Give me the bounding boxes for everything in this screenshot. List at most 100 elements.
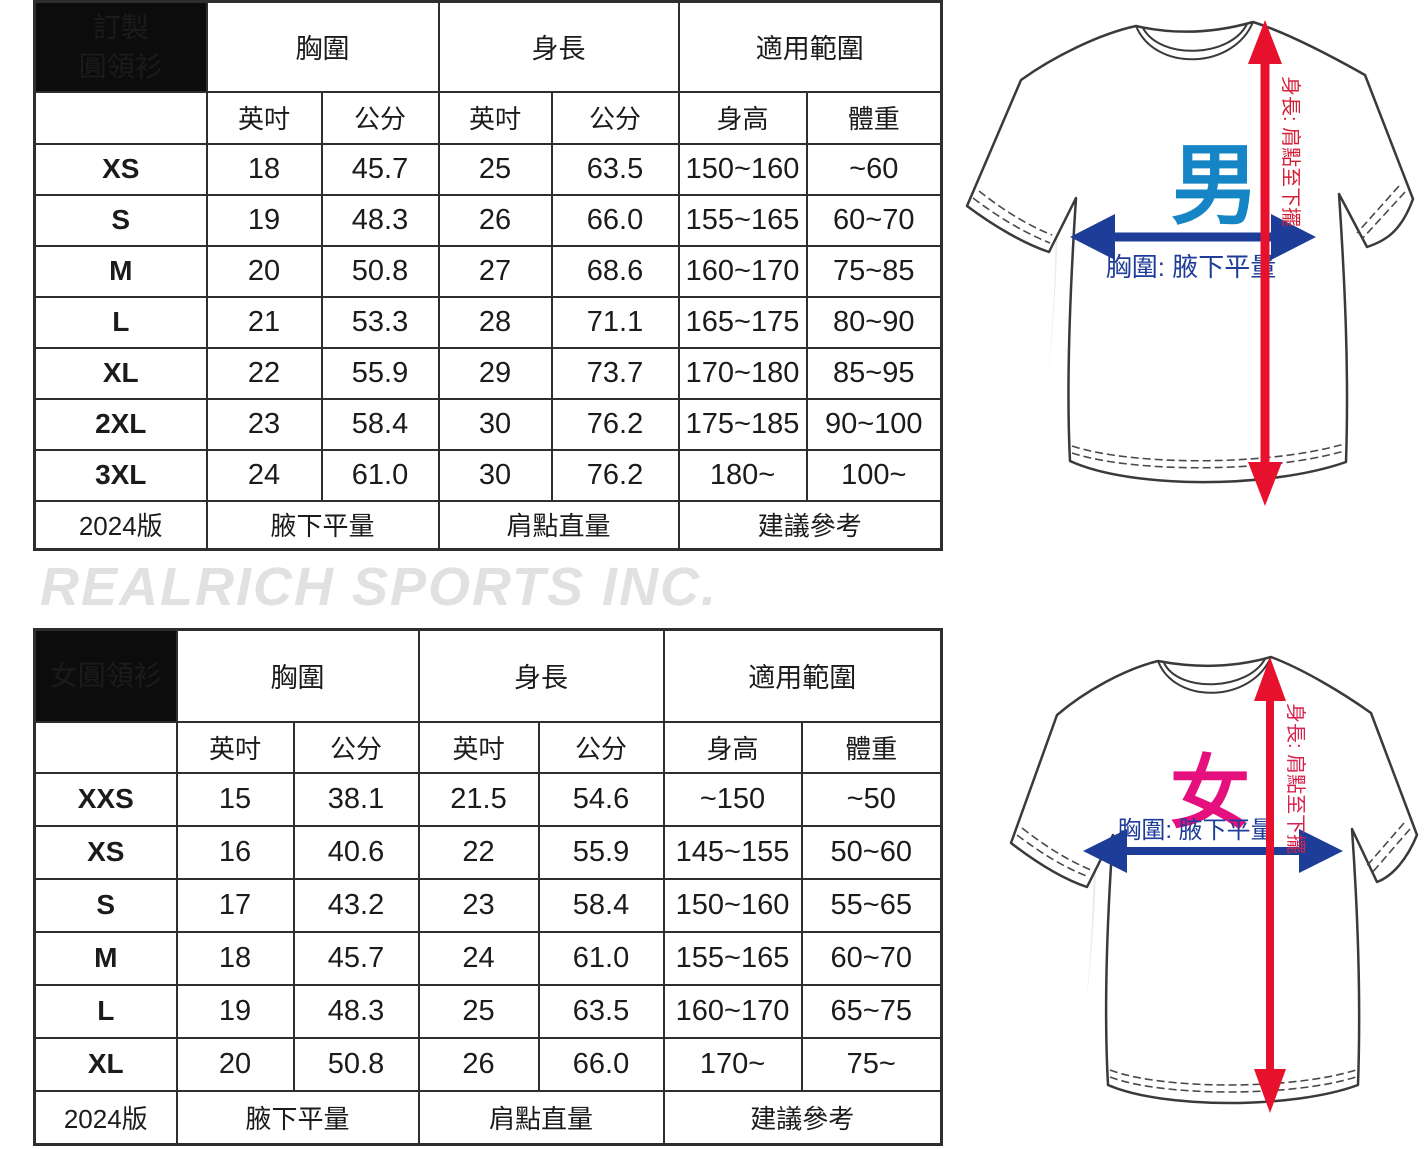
height-header: 身高 xyxy=(662,720,803,774)
size-value-cell: 58.4 xyxy=(537,877,665,933)
size-value-cell: 28 xyxy=(437,295,553,349)
size-value-cell: 155~165 xyxy=(662,930,803,986)
table-row: XL 20 50.8 26 66.0 170~ 75~ xyxy=(33,1036,943,1092)
size-value-cell: 60~70 xyxy=(800,930,943,986)
table-row: L 19 48.3 25 63.5 160~170 65~75 xyxy=(33,983,943,1039)
table-title: 訂製 圓領衫 xyxy=(33,0,208,93)
mens-size-table-wrap: 訂製 圓領衫 胸圍 身長 適用範圍 英吋 公分 英吋 公分 身高 體重 xyxy=(33,0,943,551)
womens-size-table-wrap: 女圓領衫 胸圍 身長 適用範圍 英吋 公分 英吋 公分 身高 體重 XXS 15 3… xyxy=(33,628,943,1146)
unit-header-cm: 公分 xyxy=(537,720,665,774)
table-title-line: 訂製 xyxy=(92,11,149,43)
size-value-cell: 170~180 xyxy=(677,346,808,400)
length-method-cell: 肩點直量 xyxy=(417,1089,665,1146)
size-label-cell: S xyxy=(33,877,178,933)
size-value-cell: 48.3 xyxy=(292,983,420,1039)
table-title-line: 圓領衫 xyxy=(78,50,163,82)
size-value-cell: 21 xyxy=(205,295,323,349)
size-value-cell: 25 xyxy=(417,983,540,1039)
length-measure-label: 身長: 肩點至下擺 xyxy=(1279,76,1302,227)
size-value-cell: 25 xyxy=(437,142,553,196)
chest-group-header: 胸圍 xyxy=(175,628,420,723)
size-label-cell: S xyxy=(33,193,208,247)
size-value-cell: 66.0 xyxy=(537,1036,665,1092)
size-value-cell: 155~165 xyxy=(677,193,808,247)
size-value-cell: 30 xyxy=(437,448,553,502)
size-label-cell: L xyxy=(33,983,178,1039)
size-label-cell: XXS xyxy=(33,771,178,827)
size-value-cell: ~50 xyxy=(800,771,943,827)
size-value-cell: 175~185 xyxy=(677,397,808,451)
size-value-cell: 54.6 xyxy=(537,771,665,827)
blank-cell xyxy=(33,720,178,774)
size-value-cell: 80~90 xyxy=(805,295,943,349)
size-label-cell: 2XL xyxy=(33,397,208,451)
unit-header-inch: 英吋 xyxy=(205,90,323,145)
size-value-cell: 180~ xyxy=(677,448,808,502)
size-value-cell: 24 xyxy=(205,448,323,502)
tshirt-outline xyxy=(1009,655,1419,1105)
size-value-cell: ~150 xyxy=(662,771,803,827)
collar xyxy=(1157,656,1272,694)
size-value-cell: 61.0 xyxy=(320,448,440,502)
size-value-cell: 73.7 xyxy=(550,346,680,400)
size-value-cell: 15 xyxy=(175,771,295,827)
size-label-cell: M xyxy=(33,930,178,986)
womens-tshirt-diagram: 女 胸圍: 腋下平量 身長: 肩點至下擺 xyxy=(1009,655,1419,1113)
unit-header-cm: 公分 xyxy=(320,90,440,145)
size-value-cell: ~60 xyxy=(805,142,943,196)
size-value-cell: 145~155 xyxy=(662,824,803,880)
size-value-cell: 22 xyxy=(417,824,540,880)
size-value-cell: 150~160 xyxy=(677,142,808,196)
size-value-cell: 160~170 xyxy=(677,244,808,298)
size-value-cell: 16 xyxy=(175,824,295,880)
table-row: XS 18 45.7 25 63.5 150~160 ~60 xyxy=(33,142,943,196)
size-label-cell: XS xyxy=(33,824,178,880)
size-label-cell: XL xyxy=(33,1036,178,1092)
gender-label: 女 xyxy=(1170,749,1250,838)
chest-group-header: 胸圍 xyxy=(205,0,440,93)
table-row: 2XL 23 58.4 30 76.2 175~185 90~100 xyxy=(33,397,943,451)
size-value-cell: 27 xyxy=(437,244,553,298)
size-value-cell: 75~85 xyxy=(805,244,943,298)
size-value-cell: 58.4 xyxy=(320,397,440,451)
height-header: 身高 xyxy=(677,90,808,145)
size-value-cell: 43.2 xyxy=(292,877,420,933)
size-value-cell: 50~60 xyxy=(800,824,943,880)
table-row: S 17 43.2 23 58.4 150~160 55~65 xyxy=(33,877,943,933)
size-value-cell: 76.2 xyxy=(550,397,680,451)
size-value-cell: 29 xyxy=(437,346,553,400)
size-value-cell: 45.7 xyxy=(292,930,420,986)
unit-header-inch: 英吋 xyxy=(175,720,295,774)
table-row: S 19 48.3 26 66.0 155~165 60~70 xyxy=(33,193,943,247)
chest-measure-label: 胸圍: 腋下平量 xyxy=(1117,817,1274,844)
size-value-cell: 68.6 xyxy=(550,244,680,298)
table-row: XXS 15 38.1 21.5 54.6 ~150 ~50 xyxy=(33,771,943,827)
chest-method-cell: 腋下平量 xyxy=(175,1089,420,1146)
range-group-header: 適用範圍 xyxy=(677,0,943,93)
edition-cell: 2024版 xyxy=(33,499,208,551)
stitching xyxy=(1016,822,1411,1093)
size-label-cell: M xyxy=(33,244,208,298)
length-group-header: 身長 xyxy=(437,0,680,93)
size-value-cell: 18 xyxy=(205,142,323,196)
tshirt-outline xyxy=(965,20,1415,484)
size-value-cell: 38.1 xyxy=(292,771,420,827)
size-value-cell: 66.0 xyxy=(550,193,680,247)
size-label-cell: 3XL xyxy=(33,448,208,502)
size-value-cell: 19 xyxy=(205,193,323,247)
length-arrow xyxy=(1248,20,1282,506)
size-value-cell: 26 xyxy=(437,193,553,247)
size-value-cell: 76.2 xyxy=(550,448,680,502)
size-value-cell: 61.0 xyxy=(537,930,665,986)
edition-cell: 2024版 xyxy=(33,1089,178,1146)
size-value-cell: 50.8 xyxy=(320,244,440,298)
table-row: XL 22 55.9 29 73.7 170~180 85~95 xyxy=(33,346,943,400)
gender-label: 男 xyxy=(1171,136,1259,235)
size-value-cell: 22 xyxy=(205,346,323,400)
length-arrow xyxy=(1254,657,1286,1113)
size-value-cell: 65~75 xyxy=(800,983,943,1039)
chest-measure-label: 胸圍: 腋下平量 xyxy=(1106,252,1276,282)
range-note-cell: 建議參考 xyxy=(677,499,943,551)
size-value-cell: 55.9 xyxy=(537,824,665,880)
